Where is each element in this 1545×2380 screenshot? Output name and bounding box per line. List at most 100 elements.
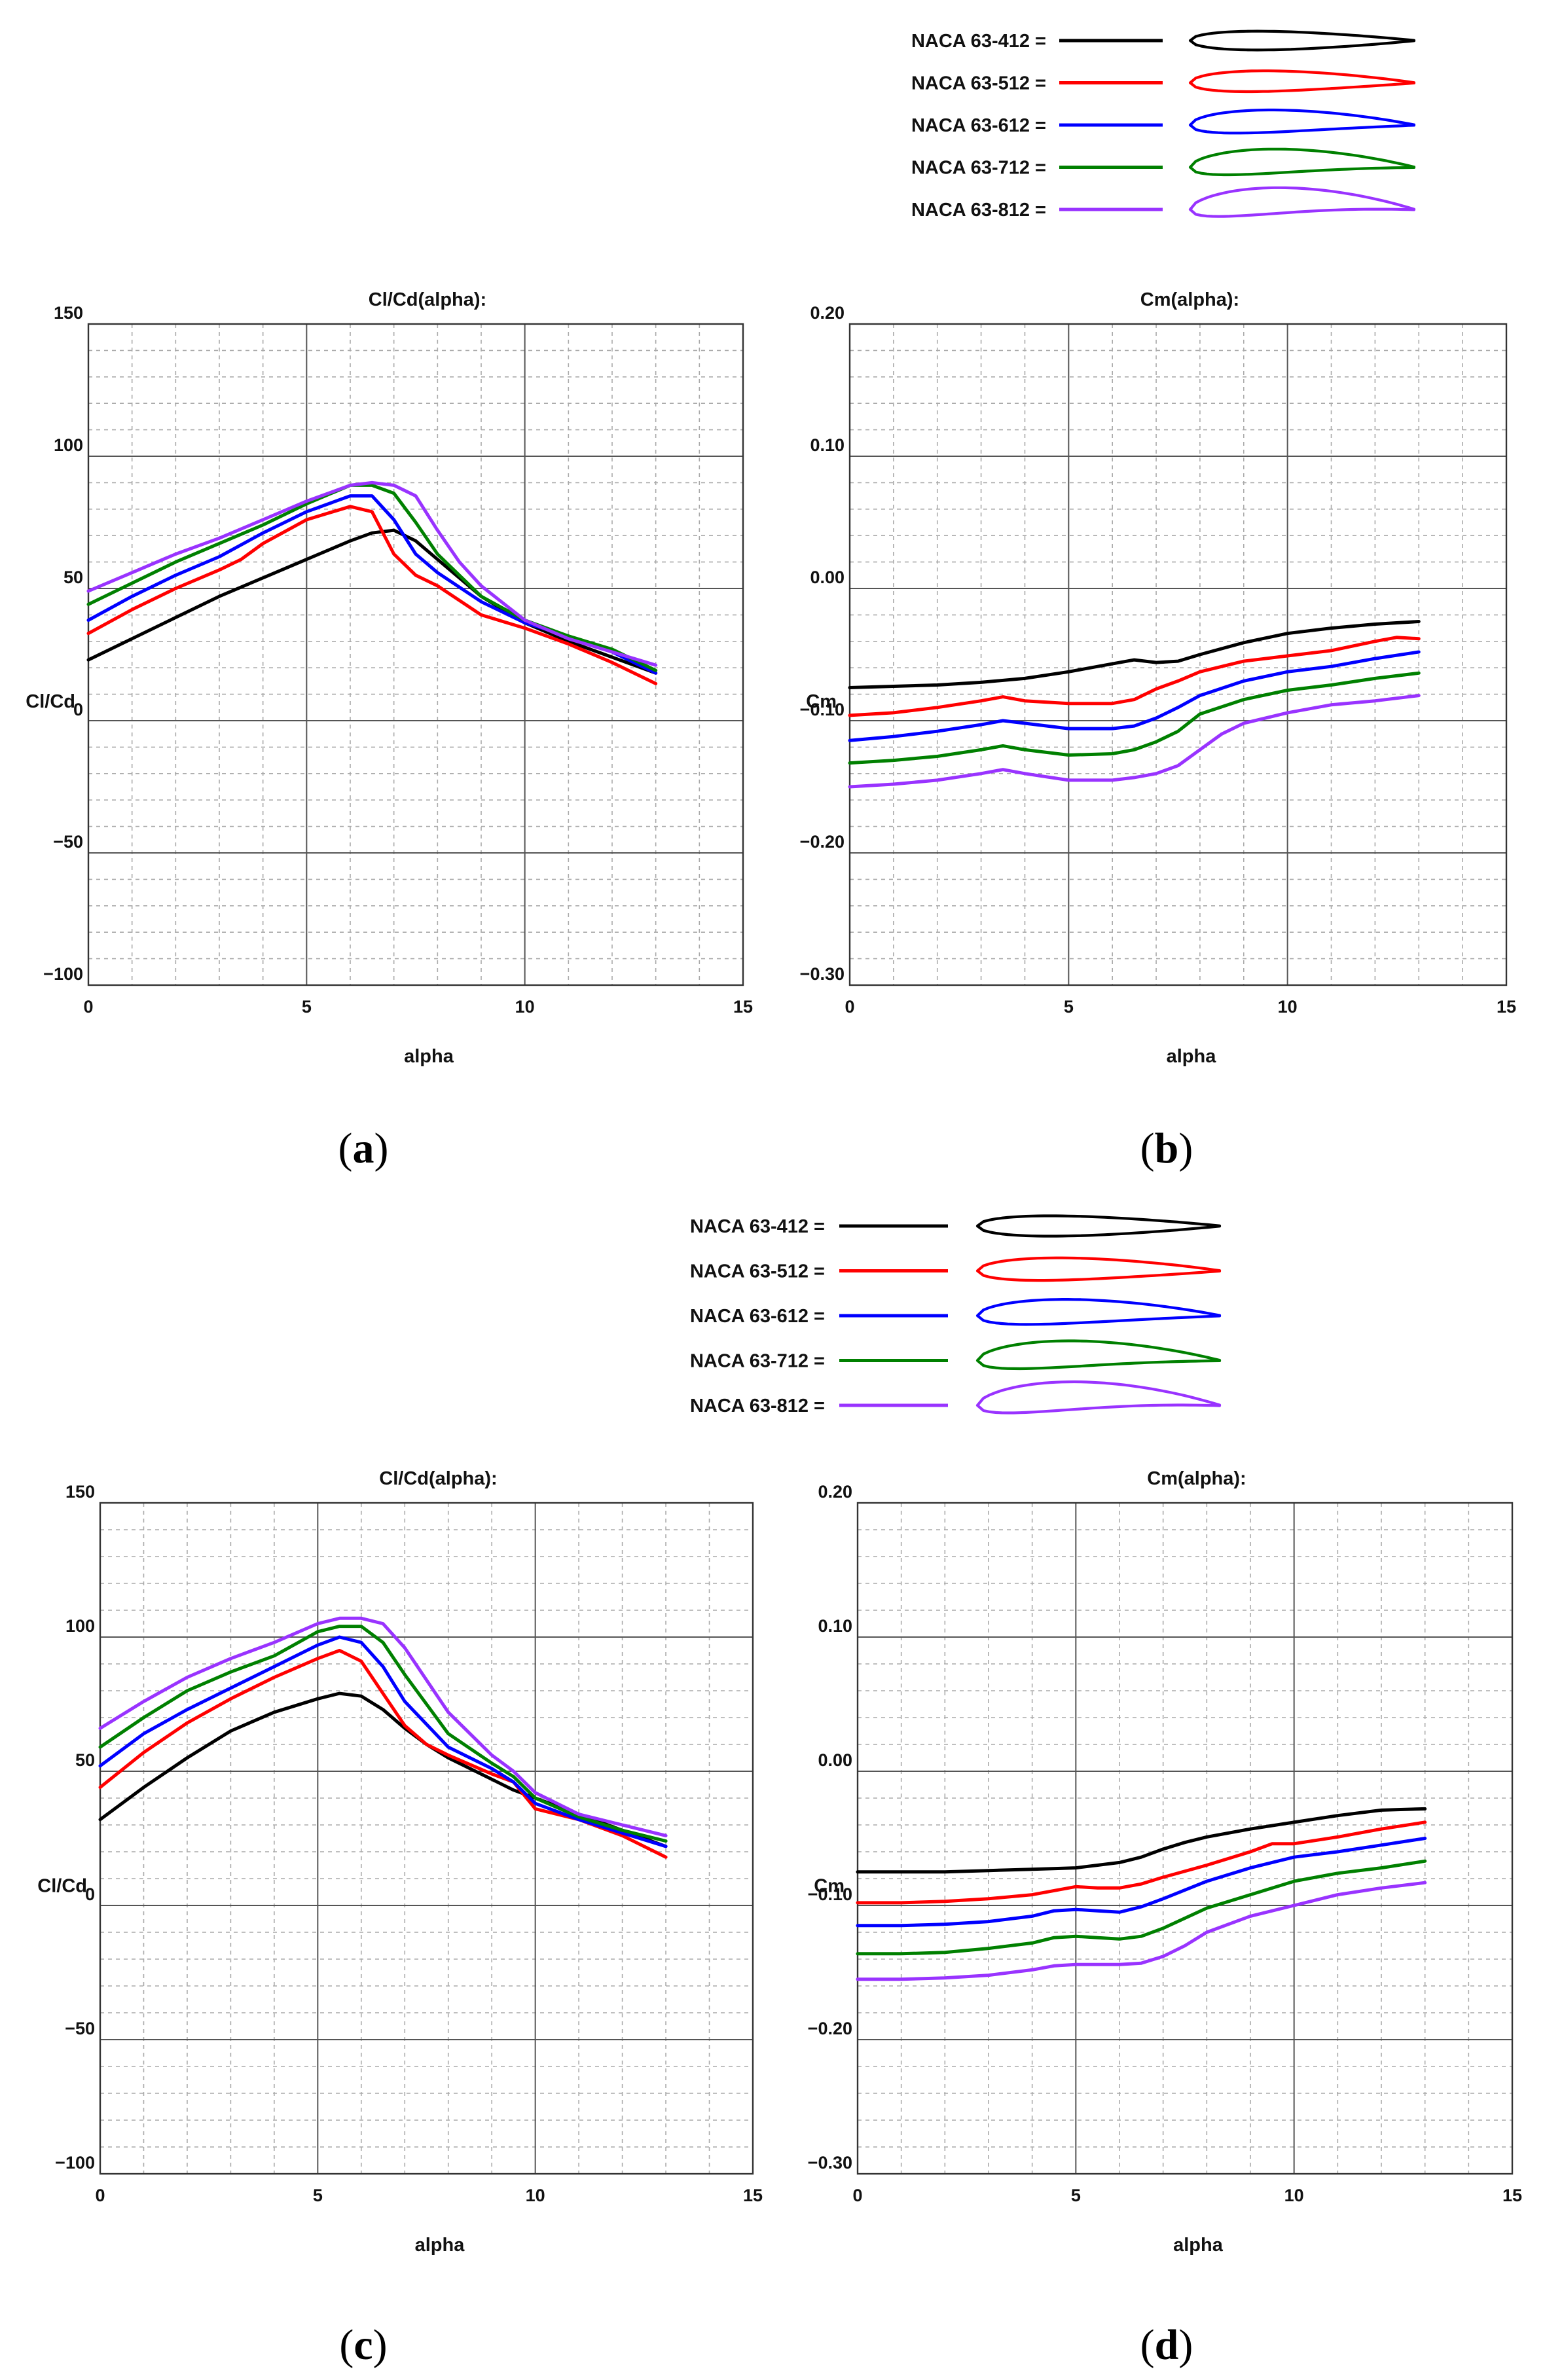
chart-a-xtick-label: 10 xyxy=(515,997,535,1017)
chart-c-xtick-label: 5 xyxy=(313,2186,323,2205)
chart-a-ytick-label: 0 xyxy=(73,700,83,719)
airfoil-icon xyxy=(1188,147,1416,177)
legend-label: NACA 63-512 = xyxy=(690,1261,825,1282)
svg-text:(c): (c) xyxy=(339,2321,387,2369)
chart-b-frame xyxy=(848,323,1508,986)
chart-b-series-naca-63-712 xyxy=(848,671,1421,765)
chart-a-xtick-label: 0 xyxy=(83,997,93,1017)
chart-b-ytick-label: 0.20 xyxy=(810,303,845,323)
chart-d-ytick-label: −0.10 xyxy=(808,1884,852,1904)
chart-a-ylabel: Cl/Cd xyxy=(26,691,75,712)
legend-label: NACA 63-412 = xyxy=(690,1216,825,1237)
chart-b-ytick-label: 0.10 xyxy=(810,435,845,455)
legend-label: NACA 63-612 = xyxy=(690,1306,825,1327)
chart-a-ytick-label: 150 xyxy=(54,303,83,323)
chart-d-xtick-label: 10 xyxy=(1284,2186,1304,2205)
chart-d-xtick-label: 0 xyxy=(852,2186,862,2205)
chart-d-ylabel: Cm xyxy=(814,1876,845,1897)
airfoil-icon xyxy=(1188,29,1416,52)
chart-d-series-naca-63-412 xyxy=(856,1807,1427,1874)
chart-c-title: Cl/Cd(alpha): xyxy=(379,1468,497,1489)
chart-d-series-naca-63-812 xyxy=(856,1881,1427,1981)
caption-b-letter: b xyxy=(1155,1125,1179,1172)
legend-label: NACA 63-612 = xyxy=(911,115,1046,136)
chart-b-xtick-label: 10 xyxy=(1278,997,1298,1017)
chart-a-xtick-label: 5 xyxy=(302,997,312,1017)
chart-c-ylabel: Cl/Cd xyxy=(37,1876,87,1897)
svg-text:(a): (a) xyxy=(338,1125,389,1172)
caption-b: (b) xyxy=(1140,1125,1193,1172)
chart-d-frame xyxy=(856,1502,1514,2175)
legend-top: NACA 63-412 = NACA 63-512 = NACA 63-612 = N… xyxy=(911,29,1416,221)
chart-a-series-naca-63-512 xyxy=(86,505,658,685)
chart-d-ytick-label: 0.00 xyxy=(818,1750,852,1770)
legend-entry-naca-63-712: NACA 63-712 = xyxy=(690,1339,1222,1372)
chart-a-ytick-label: −100 xyxy=(43,964,83,984)
chart-d-xtick-label: 5 xyxy=(1071,2186,1081,2205)
legend-label: NACA 63-812 = xyxy=(690,1396,825,1416)
airfoil-icon xyxy=(975,1339,1222,1371)
chart-c-series-naca-63-412 xyxy=(98,1691,668,1848)
legend-entry-naca-63-412: NACA 63-412 = xyxy=(690,1214,1222,1238)
legend-entry-naca-63-412: NACA 63-412 = xyxy=(911,29,1416,52)
chart-a-title: Cl/Cd(alpha): xyxy=(369,289,486,310)
airfoil-icon xyxy=(975,1256,1222,1282)
chart-d-series-naca-63-612 xyxy=(856,1837,1427,1928)
legend-entry-naca-63-512: NACA 63-512 = xyxy=(911,69,1416,94)
chart-b-ylabel: Cm xyxy=(806,691,837,712)
chart-d-grid xyxy=(857,1502,1513,2174)
legend-entry-naca-63-512: NACA 63-512 = xyxy=(690,1256,1222,1282)
chart-b-xlabel: alpha xyxy=(1167,1046,1217,1067)
svg-text:(b): (b) xyxy=(1140,1125,1193,1172)
chart-c-ytick-label: 150 xyxy=(65,1482,95,1502)
airfoil-icon xyxy=(1188,186,1416,218)
chart-c-clcd: 0 5 10 15 −100 −50 0 50 100 150 Cl/Cd(alpha): alpha… xyxy=(37,1468,763,2256)
airfoil-icon xyxy=(1188,69,1416,94)
chart-b-series-naca-63-812 xyxy=(848,694,1421,789)
chart-c-ytick-label: 100 xyxy=(65,1616,95,1636)
chart-b-ytick-label: −0.20 xyxy=(800,832,845,852)
chart-b-xtick-label: 15 xyxy=(1497,997,1516,1017)
chart-c-xtick-label: 10 xyxy=(526,2186,545,2205)
caption-c: (c) xyxy=(339,2321,387,2369)
chart-d-ytick-label: −0.20 xyxy=(808,2019,852,2038)
legend-label: NACA 63-712 = xyxy=(911,158,1046,179)
chart-a-clcd: 0 5 10 15 −100 −50 0 50 100 150 Cl/Cd(alpha): alpha… xyxy=(26,289,753,1067)
chart-a-ytick-label: 50 xyxy=(64,568,83,587)
chart-d-xlabel: alpha xyxy=(1173,2235,1224,2256)
chart-b-title: Cm(alpha): xyxy=(1140,289,1239,310)
legend-entry-naca-63-812: NACA 63-812 = xyxy=(911,186,1416,221)
legend-entry-naca-63-712: NACA 63-712 = xyxy=(911,147,1416,179)
chart-d-ytick-label: 0.20 xyxy=(818,1482,852,1502)
chart-a-series-naca-63-812 xyxy=(86,480,658,667)
legend-label: NACA 63-712 = xyxy=(690,1351,825,1372)
chart-c-ytick-label: 50 xyxy=(75,1750,95,1770)
chart-c-ytick-label: 0 xyxy=(85,1884,95,1904)
legend-label: NACA 63-412 = xyxy=(911,31,1046,52)
chart-b-series-naca-63-612 xyxy=(848,650,1421,742)
svg-text:(d): (d) xyxy=(1140,2321,1193,2369)
legend-label: NACA 63-812 = xyxy=(911,200,1046,221)
chart-c-series-naca-63-612 xyxy=(98,1635,668,1848)
chart-b-cm: 0 5 10 15 −0.30 −0.20 −0.10 0.00 0.10 0.20 Cm(alph… xyxy=(800,289,1516,1067)
chart-a-ytick-label: 100 xyxy=(54,435,83,455)
chart-c-series-naca-63-512 xyxy=(98,1649,668,1859)
chart-c-xlabel: alpha xyxy=(415,2235,465,2256)
legend-entry-naca-63-612: NACA 63-612 = xyxy=(690,1298,1222,1327)
caption-a-letter: a xyxy=(353,1125,374,1172)
chart-b-ytick-label: −0.30 xyxy=(800,964,845,984)
airfoil-icon xyxy=(1188,108,1416,135)
chart-a-xlabel: alpha xyxy=(404,1046,454,1067)
chart-a-grid xyxy=(88,323,744,986)
chart-b-xtick-label: 5 xyxy=(1064,997,1074,1017)
chart-a-ytick-label: −50 xyxy=(53,832,83,852)
chart-a-frame xyxy=(87,323,744,986)
chart-d-cm: 0 5 10 15 −0.30 −0.20 −0.10 0.00 0.10 0.20 Cm(alph… xyxy=(808,1468,1522,2256)
legend-entry-naca-63-612: NACA 63-612 = xyxy=(911,108,1416,136)
airfoil-icon xyxy=(975,1214,1222,1238)
chart-b-ytick-label: 0.00 xyxy=(810,568,845,587)
legend-bottom: NACA 63-412 = NACA 63-512 = NACA 63-612 = N… xyxy=(690,1214,1222,1416)
chart-d-ytick-label: −0.30 xyxy=(808,2153,852,2173)
chart-b-series-naca-63-512 xyxy=(848,636,1421,717)
